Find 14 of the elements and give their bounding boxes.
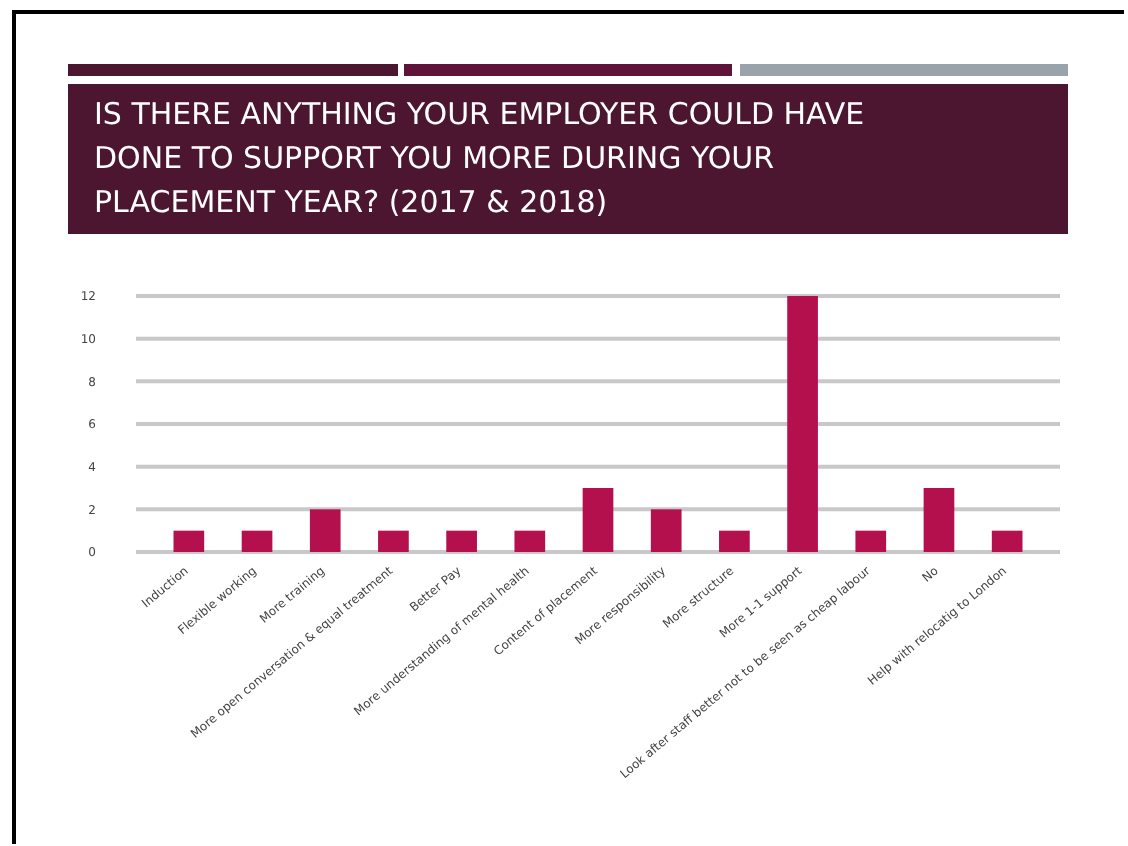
bar	[650, 509, 682, 552]
bar	[241, 530, 273, 552]
bar	[719, 530, 750, 552]
bar	[991, 530, 1023, 552]
bar	[378, 530, 409, 552]
bar	[787, 296, 818, 552]
bar	[582, 488, 614, 552]
bar	[923, 488, 955, 552]
bar	[309, 509, 341, 552]
bar	[514, 530, 546, 552]
chart-title: IS THERE ANYTHING YOUR EMPLOYER COULD HAVE DONE TO SUPPORT YOU MORE DURING YOUR PLACEMENT YEAR? (2017 & 2018)	[94, 96, 865, 220]
bar	[173, 530, 205, 552]
bar	[446, 530, 477, 552]
bar	[855, 530, 887, 552]
